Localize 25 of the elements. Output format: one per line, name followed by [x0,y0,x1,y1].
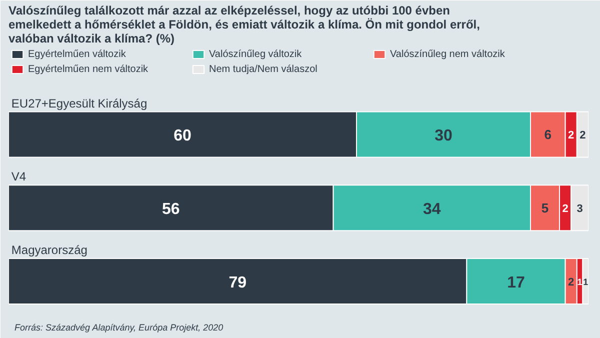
data-label: 6 [544,127,552,142]
data-label: 34 [423,200,441,218]
data-label: 2 [562,202,568,215]
data-label: 56 [162,200,180,218]
legend-label: Valószínűleg nem változik [390,48,506,60]
data-label: 5 [541,200,549,216]
legend-label: Nem tudja/Nem válaszol [209,63,318,75]
legend-label: Egyértelműen változik [28,48,127,60]
legend-label: Egyértelműen nem változik [28,63,150,75]
data-label: 30 [434,128,452,145]
data-label: 1 [583,276,588,287]
data-label: 2 [580,130,586,142]
legend-label: Valószínűleg változik [209,48,303,60]
y-tick-label: Magyarország [11,243,88,258]
data-label: 1 [577,276,582,287]
data-label: 17 [507,274,525,292]
annotation: Forrás: Századvég Alapítvány, Európa Projekt, 2020 [14,322,224,332]
data-label: 2 [568,276,574,288]
data-label: 2 [568,130,574,142]
data-label: 60 [174,128,192,145]
data-label: 79 [228,274,247,292]
chart-title: Valószínűleg találkozott már azzal az elképzeléssel, hogy az utóbbi 100 évben emelkedett a hőmérséklet a Földön, és emiatt változik a klíma. Ön mit gondol erről, valóban változik a klíma? (%) [8,4,480,46]
y-tick-label: V4 [11,170,26,184]
y-tick-label: EU27+Egyesült Királyság [11,96,148,110]
data-label: 3 [576,202,583,215]
